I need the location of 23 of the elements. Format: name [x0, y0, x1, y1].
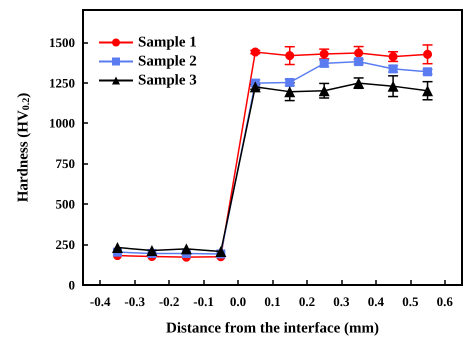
legend-label: Sample 3	[138, 72, 197, 88]
x-tick-label: -0.1	[193, 294, 214, 309]
x-tick-label: 0.5	[402, 294, 419, 309]
x-tick-label: 0.6	[436, 294, 454, 309]
y-tick-label: 1250	[49, 75, 75, 90]
x-tick-label: -0.4	[90, 294, 112, 309]
x-tick-label: 0.3	[333, 294, 350, 309]
x-tick-label: 0.2	[298, 294, 316, 309]
y-tick-label: 1500	[49, 34, 75, 50]
y-tick-label: 250	[56, 237, 75, 252]
y-axis-title: Hardness (HV0.2)	[16, 92, 32, 202]
y-tick-label: 500	[56, 196, 75, 212]
legend-label: Sample 2	[138, 54, 197, 70]
x-tick-label: 0.0	[230, 294, 246, 309]
y-tick-label: 0	[68, 278, 75, 292]
y-tick-label: 750	[56, 156, 75, 172]
x-tick-label: -0.3	[124, 294, 146, 309]
x-tick-label: 0.1	[264, 294, 281, 309]
x-axis-title: Distance from the interface (mm)	[166, 320, 379, 336]
x-tick-label: 0.4	[368, 294, 384, 309]
legend-label: Sample 1	[138, 34, 197, 50]
x-tick-label: -0.2	[158, 294, 180, 309]
y-tick-label: 1000	[49, 116, 75, 131]
